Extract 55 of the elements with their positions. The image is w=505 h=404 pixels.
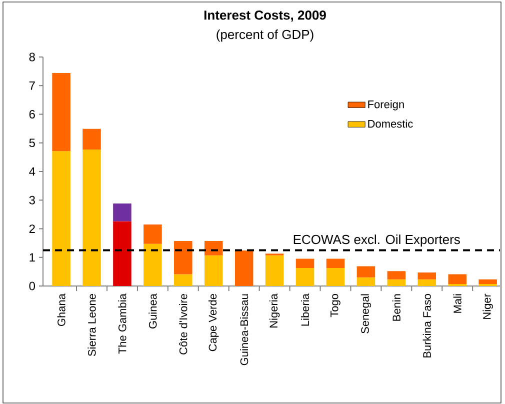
x-tick-label: Nigeria bbox=[269, 294, 280, 328]
x-tick-label: Senegal bbox=[360, 294, 372, 334]
bar bbox=[204, 255, 223, 286]
bar bbox=[82, 149, 101, 286]
legend-label: Domestic bbox=[368, 120, 413, 128]
bar bbox=[144, 244, 162, 286]
legend-label: Foreign bbox=[368, 100, 404, 110]
bar bbox=[356, 266, 376, 278]
x-tick-label: Sierra Leone bbox=[88, 294, 96, 356]
bar bbox=[52, 151, 70, 286]
bar bbox=[326, 268, 345, 286]
x-tick-label: Mali bbox=[453, 294, 462, 313]
bar bbox=[52, 73, 70, 152]
bar bbox=[418, 279, 436, 286]
bar bbox=[113, 204, 132, 222]
chart-title: Interest Costs, 2009 bbox=[204, 10, 326, 22]
x-tick-label: Guinea-Bissau bbox=[240, 294, 248, 366]
bar bbox=[448, 274, 466, 284]
bar bbox=[82, 128, 101, 150]
y-tick-label: 3 bbox=[29, 196, 35, 204]
x-tick-label: Cape Verde bbox=[208, 294, 219, 352]
bar bbox=[387, 271, 406, 280]
y-tick-label: 7 bbox=[29, 82, 35, 90]
x-tick-label: Togo bbox=[330, 294, 340, 318]
bar bbox=[296, 258, 314, 268]
y-tick-label: 0 bbox=[29, 282, 36, 290]
y-tick-label: 5 bbox=[29, 138, 35, 148]
bar bbox=[204, 241, 223, 256]
ref-line-label: ECOWAS excl. Oil Exporters bbox=[294, 234, 460, 247]
bar bbox=[113, 221, 132, 286]
x-tick-label: Niger bbox=[482, 294, 493, 319]
bar bbox=[387, 279, 406, 286]
y-tick-label: 8 bbox=[29, 52, 35, 62]
bar bbox=[174, 241, 192, 274]
bar bbox=[265, 255, 284, 286]
x-tick-label: Côte d'Ivoire bbox=[179, 294, 188, 354]
chart-subtitle: (percent of GDP) bbox=[216, 30, 314, 42]
bar bbox=[234, 250, 254, 286]
y-tick-label: 6 bbox=[29, 110, 35, 118]
bar bbox=[174, 274, 192, 286]
x-tick-label: Ghana bbox=[57, 294, 66, 326]
bar bbox=[418, 272, 436, 280]
y-tick-label: 2 bbox=[29, 224, 35, 233]
bar bbox=[326, 258, 345, 268]
y-tick-label: 1 bbox=[30, 253, 35, 262]
bar bbox=[296, 268, 314, 286]
bar bbox=[144, 224, 162, 244]
bar bbox=[478, 279, 497, 284]
x-tick-label: Benin bbox=[392, 294, 400, 321]
bar bbox=[356, 277, 376, 286]
x-tick-label: Liberia bbox=[300, 294, 310, 326]
x-tick-label: Guinea bbox=[148, 294, 157, 328]
x-tick-label: Burkina Faso bbox=[422, 294, 431, 358]
y-tick-label: 4 bbox=[29, 167, 36, 176]
x-tick-label: The Gambia bbox=[118, 294, 126, 354]
